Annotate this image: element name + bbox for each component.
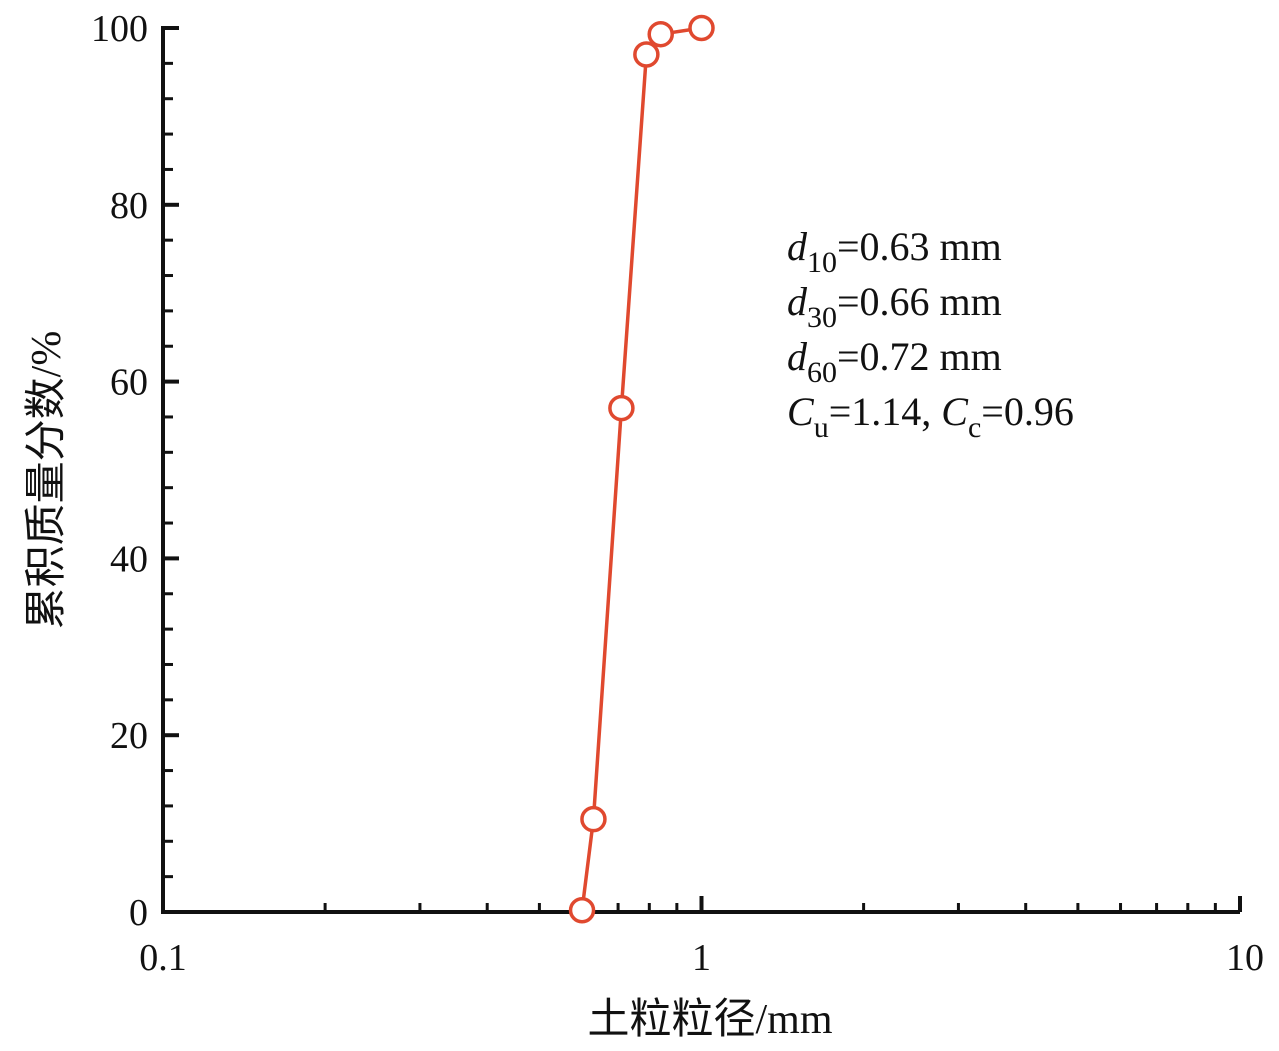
annotation-d60: d60=0.72 mm (787, 334, 1002, 389)
series-line (580, 26, 702, 911)
annotation-block: d10=0.63 mm d30=0.66 mm d60=0.72 mm Cu=1… (787, 224, 1074, 444)
tick-labels: 0 20 40 60 80 100 0.1 1 10 (91, 8, 1264, 979)
x-tick-label: 0.1 (139, 937, 187, 979)
data-point (608, 394, 635, 422)
annotation-d30: d30=0.66 mm (787, 279, 1002, 334)
axes (161, 26, 1240, 914)
x-tick-label: 1 (692, 937, 711, 979)
y-tick-label: 100 (91, 8, 148, 50)
series (568, 14, 715, 924)
data-point (633, 41, 660, 68)
y-tick-label: 60 (110, 362, 148, 404)
y-tick-label: 40 (110, 538, 148, 580)
data-point (568, 896, 596, 924)
y-axis-title: 累积质量分数/% (24, 331, 70, 630)
annotation-d10: d10=0.63 mm (787, 224, 1002, 279)
x-axis-title: 土粒粒径/mm (587, 997, 832, 1043)
y-tick-label: 80 (110, 185, 148, 227)
annotation-coefficients: Cu=1.14, Cc=0.96 (787, 389, 1074, 444)
data-point (647, 20, 674, 48)
y-tick-label: 0 (129, 892, 148, 934)
ticks (161, 26, 1242, 914)
data-point (688, 14, 715, 42)
data-point (580, 805, 607, 833)
y-tick-label: 20 (110, 715, 148, 757)
x-tick-label: 10 (1226, 937, 1264, 979)
